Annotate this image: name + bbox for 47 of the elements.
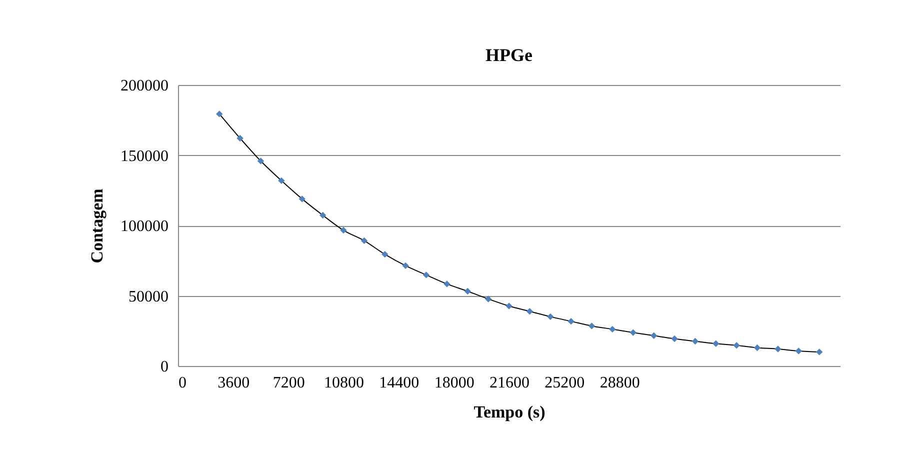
point — [444, 280, 450, 288]
point — [257, 158, 264, 164]
point — [568, 318, 574, 325]
x-tick-label: 10800 — [324, 374, 364, 392]
point — [754, 344, 761, 352]
chart-title: HPGe — [486, 45, 532, 65]
point — [588, 322, 596, 330]
point — [216, 110, 223, 118]
y-tick-label: 0 — [160, 358, 168, 376]
x-tick-label: 14400 — [379, 374, 420, 392]
x-tick-label: 25200 — [544, 374, 585, 392]
point — [609, 326, 616, 333]
point — [712, 340, 720, 348]
point — [422, 272, 430, 278]
y-axis-title: Contagem — [88, 188, 106, 264]
point — [650, 332, 658, 340]
x-tick-label: 7200 — [272, 374, 305, 392]
point — [630, 329, 636, 336]
x-axis-title: Tempo (s) — [474, 402, 546, 422]
y-tick-label: 150000 — [120, 148, 168, 165]
point — [402, 262, 409, 270]
x-tick-label: 18000 — [434, 374, 474, 392]
x-tick-label: 3600 — [218, 374, 250, 392]
point — [319, 212, 326, 219]
y-tick-label: 50000 — [128, 288, 168, 306]
point — [506, 302, 512, 310]
point — [733, 342, 740, 349]
point — [671, 335, 678, 342]
point — [382, 250, 388, 258]
point — [464, 288, 471, 295]
point — [795, 348, 802, 354]
point — [484, 296, 492, 302]
x-tick-label: 0 — [178, 374, 186, 392]
point — [278, 177, 285, 184]
point — [774, 346, 782, 352]
point — [547, 313, 554, 320]
point — [340, 226, 347, 234]
y-tick-label: 100000 — [120, 218, 168, 235]
y-tick-label: 200000 — [120, 78, 168, 94]
point — [692, 338, 699, 345]
point — [816, 348, 823, 356]
point — [236, 134, 244, 142]
point — [298, 196, 306, 202]
x-tick-label: 28800 — [600, 374, 640, 392]
x-tick-label: 21600 — [490, 374, 530, 392]
point — [526, 308, 534, 315]
point — [360, 237, 368, 244]
